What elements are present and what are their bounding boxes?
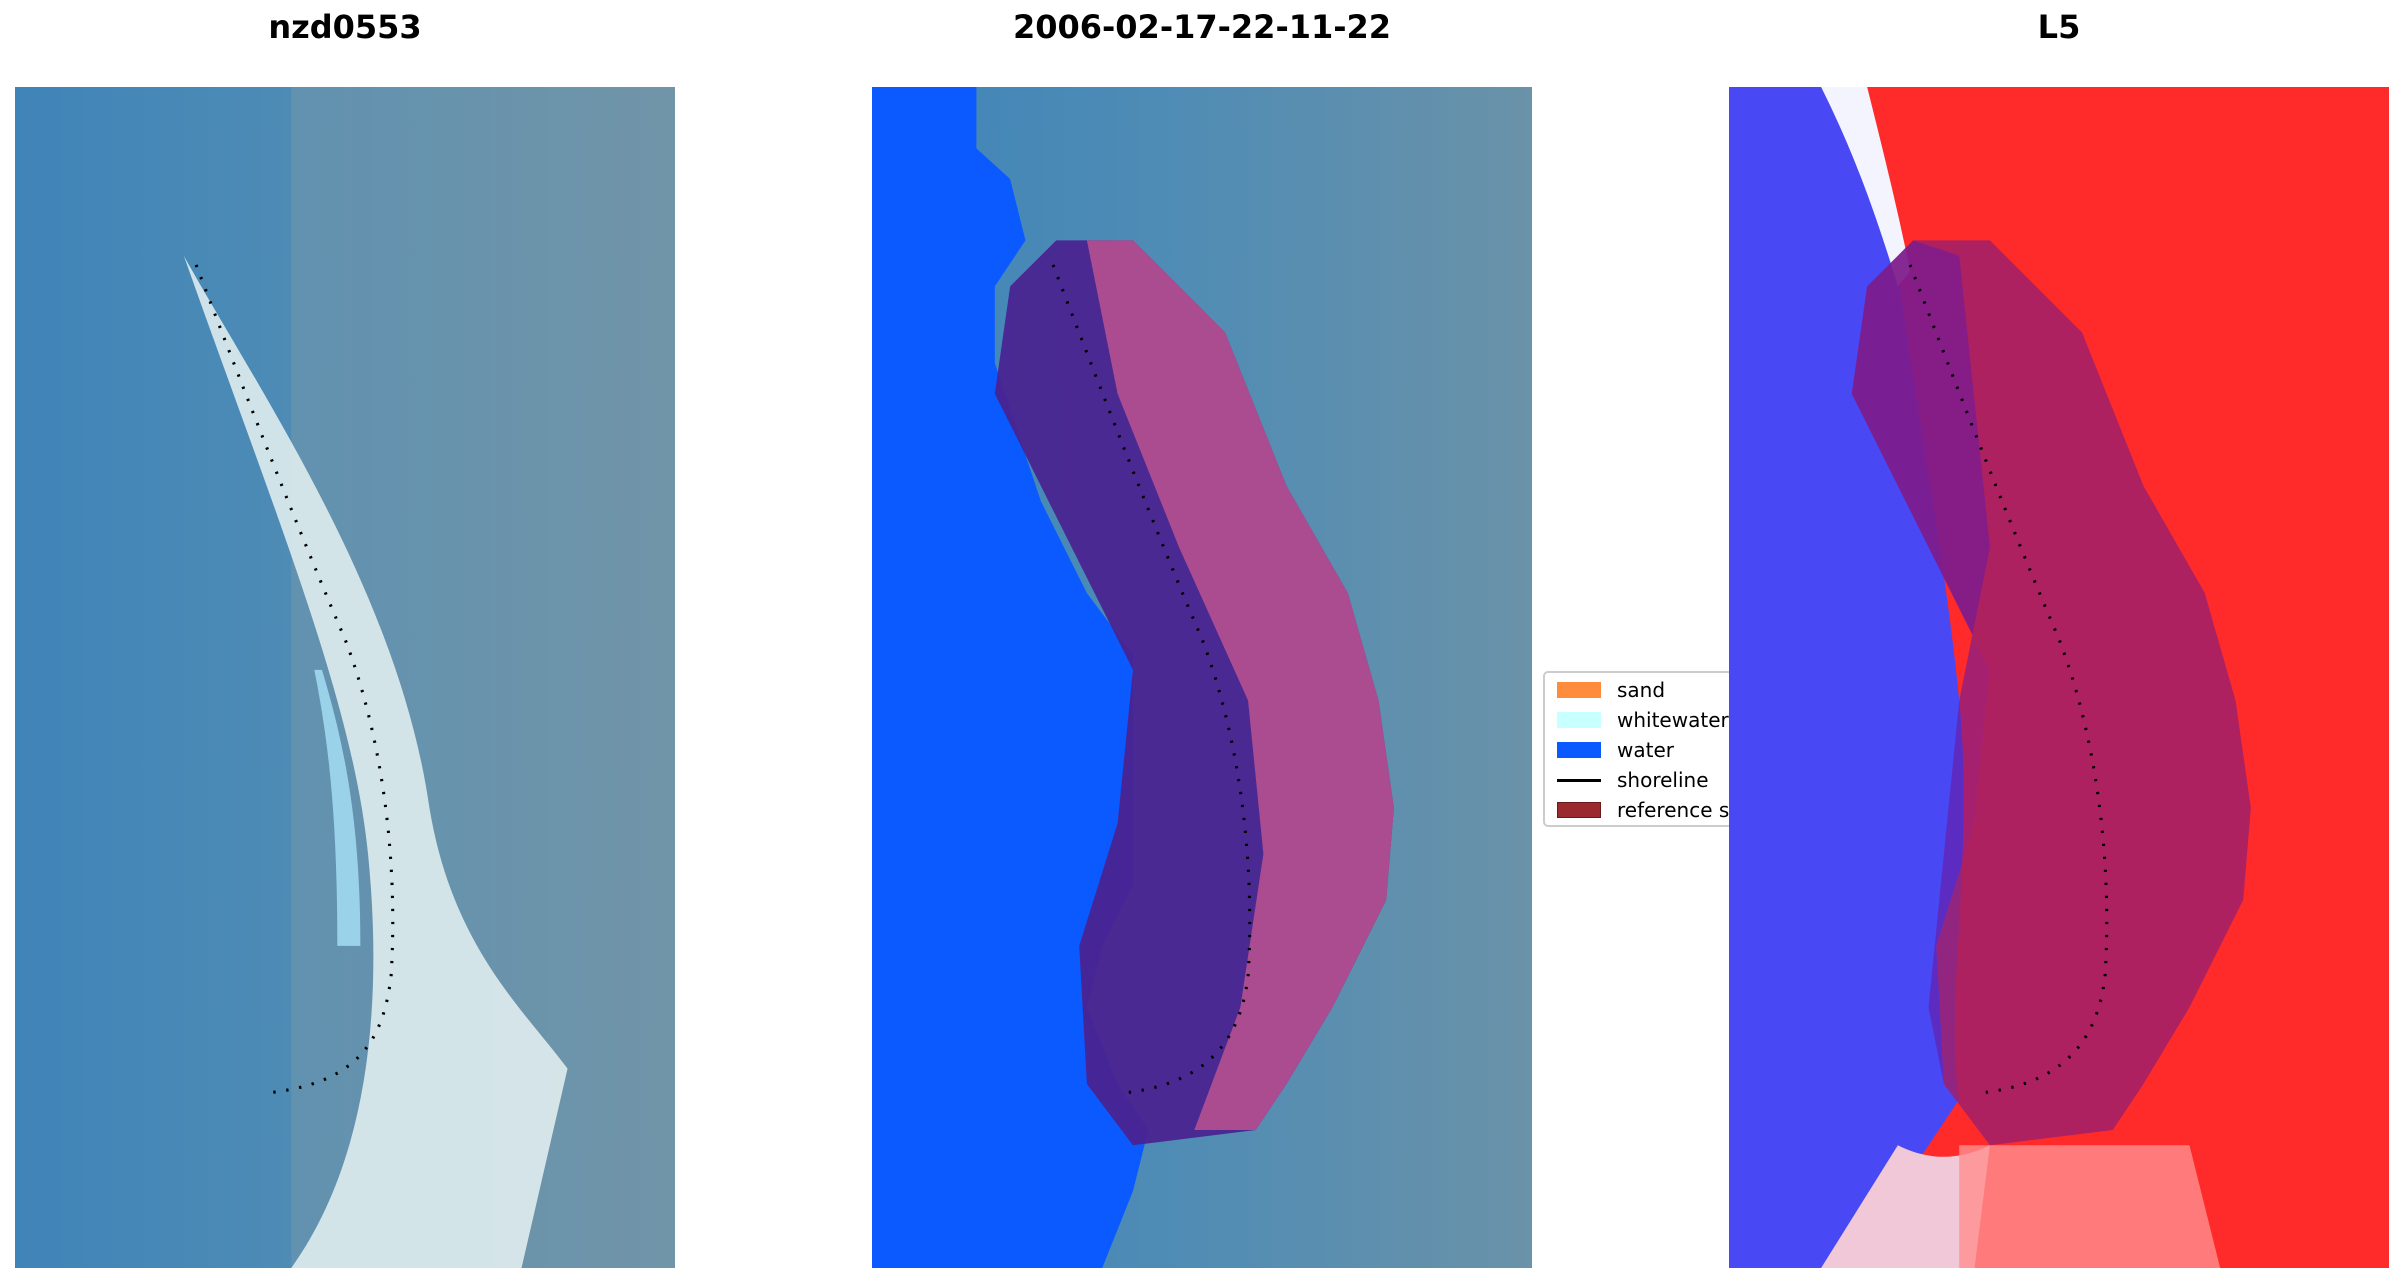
whitewater-swatch	[1557, 712, 1601, 728]
legend-label: shoreline	[1617, 768, 1709, 792]
legend-label: whitewater	[1617, 708, 1729, 732]
title-date: 2006-02-17-22-11-22	[1012, 8, 1392, 46]
sand-swatch	[1557, 682, 1601, 698]
legend-item-sand: sand	[1557, 677, 1665, 703]
title-satellite: L5	[2037, 8, 2081, 46]
shoreline-line	[194, 264, 395, 1095]
legend-item-water: water	[1557, 737, 1674, 763]
legend-label: reference sl	[1617, 798, 1733, 822]
rgb-image-panel	[15, 87, 675, 1268]
legend-label: sand	[1617, 678, 1666, 702]
shoreline-line-swatch	[1557, 778, 1601, 782]
classified-image-panel	[872, 87, 1532, 1268]
legend: sand whitewater water shoreline referenc…	[1543, 671, 1733, 827]
shoreline-line	[1908, 264, 2109, 1095]
water-region	[872, 87, 1149, 1268]
beach-sand-area	[183, 255, 568, 1268]
index-image-panel	[1729, 87, 2389, 1268]
legend-item-reference-shoreline: reference sl	[1557, 797, 1733, 823]
legend-label: water	[1617, 738, 1674, 762]
legend-item-shoreline: shoreline	[1557, 767, 1709, 793]
title-image-name: nzd0553	[268, 8, 422, 46]
shoreline-line	[1051, 264, 1252, 1095]
reference-shoreline-swatch	[1557, 802, 1601, 818]
water-swatch	[1557, 742, 1601, 758]
legend-item-whitewater: whitewater	[1557, 707, 1729, 733]
